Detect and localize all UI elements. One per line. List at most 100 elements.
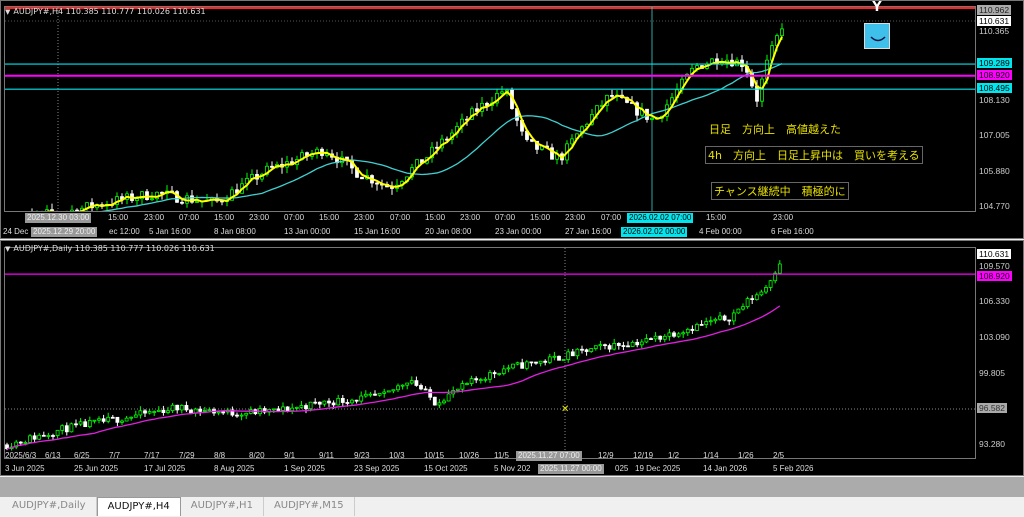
candle-body [566,351,571,360]
price-tick: 108.130 [979,94,1010,105]
candle-body [630,341,635,347]
chart-header: ▼ AUDJPY#,H4 110.385 110.777 110.026 110.… [5,7,206,16]
symbol-ohlc: AUDJPY#,Daily 110.385 110.777 110.026 11… [13,244,215,253]
candle-body [244,412,249,416]
smiley-indicator-icon[interactable] [864,23,890,49]
logo-icon: Y [872,0,882,15]
date-tick: 20 Jan 08:00 [425,227,472,236]
note-chance[interactable]: チャンス継続中 積極的に [711,182,849,200]
time-tick: 8/8 [214,451,226,460]
date-tick: 17 Jul 2025 [144,464,186,473]
h4-chart-window[interactable]: ▼ AUDJPY#,H4 110.385 110.777 110.026 110.… [0,0,1024,239]
date-tick: 5 Feb 2026 [773,464,814,473]
candle-body [179,405,184,411]
candle-body [140,191,144,200]
candle-body [584,349,589,352]
date-tick: 23 Sep 2025 [354,464,400,473]
candle-body [695,324,699,331]
candle-body [143,410,147,414]
candle-body [607,345,612,350]
candle-body [308,401,313,410]
candle-body [317,401,322,405]
time-tick: 12/19 [633,451,654,460]
candle-body [681,332,686,335]
candle-body [465,383,469,385]
candle-body [442,400,446,404]
candle-body [80,207,84,211]
date-tick: 4 Feb 00:00 [699,227,742,236]
time-tick: 9/23 [354,451,370,460]
candle-body [160,191,164,194]
daily-plot-area[interactable]: ✕ [4,247,976,459]
candle-body [69,423,74,433]
fast-ma-line [46,36,783,211]
date-tick: ec 12:00 [109,227,140,236]
price-tick: 110.365 [979,25,1010,36]
candle-body [37,434,42,440]
candle-body [639,341,644,346]
candle-body [75,209,79,211]
time-tick: 2/5 [773,451,785,460]
candle-body [488,372,492,380]
candle-body [727,319,732,322]
candle-body [152,411,157,413]
candle-body [736,308,741,314]
candle-body [60,425,65,431]
time-tick: 10/15 [424,451,445,460]
tab-h4[interactable]: AUDJPY#,H4 [96,497,181,516]
tab-daily[interactable]: AUDJPY#,Daily [2,497,97,516]
collapse-triangle-icon[interactable]: ▼ [5,8,11,16]
price-tick: 99.805 [979,367,1005,378]
candle-body [589,348,594,352]
candle-body [184,405,189,411]
h4-plot-area[interactable] [4,6,976,212]
candle-body [156,409,161,412]
time-tick: 15:00 [706,213,727,222]
tab-h1[interactable]: AUDJPY#,H1 [181,497,264,516]
candle-body [386,390,391,393]
candle-body [294,406,299,409]
time-tick: 12/9 [598,451,614,460]
candle-body [166,410,170,413]
candle-body [396,385,400,391]
chart-area-background [0,477,1024,497]
date-tick: 24 Dec [3,227,29,236]
note-daily[interactable]: 日足 方向上 高値越えた [709,123,841,136]
candle-body [360,176,364,180]
time-tick: 7/29 [179,451,195,460]
date-tick: 3 Jun 2025 [5,464,45,473]
candle-body [492,372,497,375]
candle-body [400,384,405,387]
candle-body [538,360,543,364]
collapse-triangle-icon[interactable]: ▼ [5,245,11,253]
time-tick: 15:00 [530,213,551,222]
candle-body [375,182,379,185]
note-4h[interactable]: 4h 方向上 日足上昇中は 買いを考える [705,146,923,164]
time-tick: 10/3 [389,451,405,460]
candle-body [198,408,203,412]
crosshair-time-label: 2025.12.30 03:00 [25,213,92,223]
candle-body [534,361,538,364]
candle-body [221,411,226,414]
candle-body [327,400,331,404]
candle-body [731,312,736,322]
candle-body [195,201,199,203]
date-tick: 5 Jan 16:00 [149,227,191,236]
candle-body [46,435,51,437]
candle-body [432,396,437,406]
time-tick: 07:00 [284,213,305,222]
candle-body [722,315,727,321]
tab-m15[interactable]: AUDJPY#,M15 [264,497,355,516]
date-tick: 025 [615,464,629,473]
candle-body [430,146,434,159]
candle-body [64,425,69,433]
candle-body [363,393,368,397]
candle-body [713,318,718,322]
daily-chart-window[interactable]: ▼ AUDJPY#,Daily 110.385 110.777 110.026 1… [0,240,1024,476]
candle-body [322,400,327,405]
time-tick: 07:00 [390,213,411,222]
price-label-crosshair: 96.582 [977,402,1007,413]
candle-body [83,421,88,428]
crosshair-marker-icon: ✕ [561,404,569,415]
candle-body [515,362,520,365]
